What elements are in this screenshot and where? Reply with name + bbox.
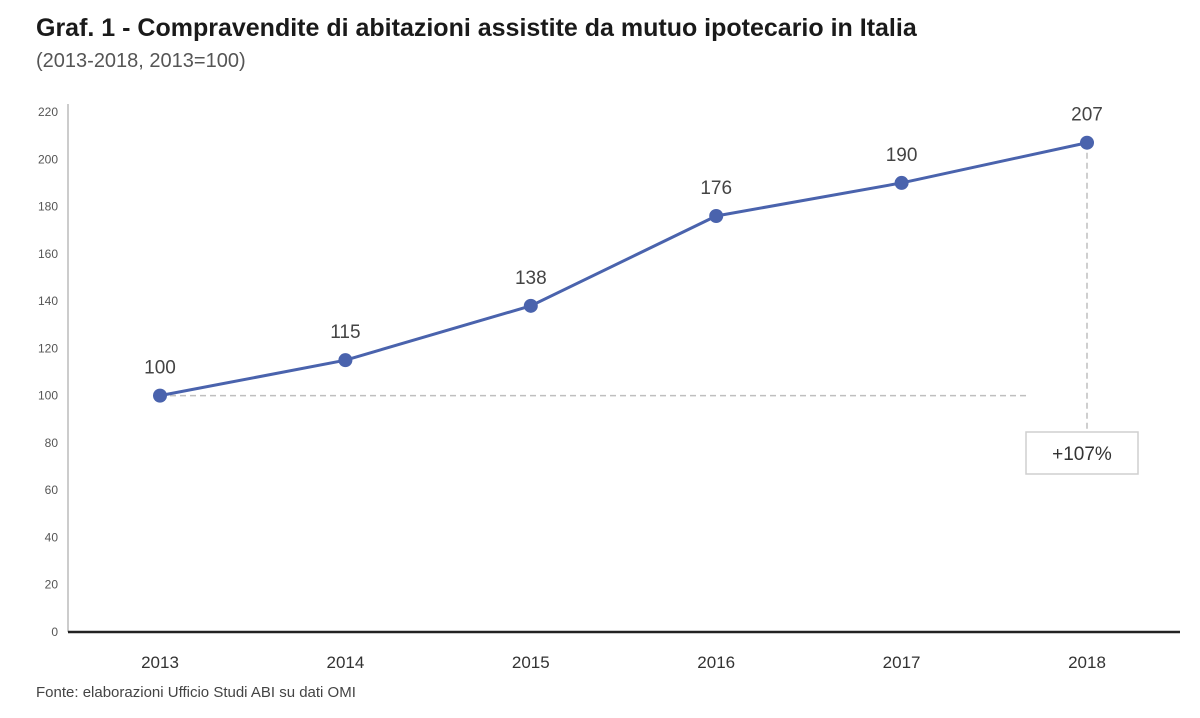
x-tick-label: 2017 [883, 653, 921, 672]
data-point [709, 209, 724, 223]
data-label: 176 [700, 178, 732, 199]
y-tick-label: 100 [38, 389, 58, 403]
data-point [1080, 135, 1094, 150]
y-tick-label: 120 [38, 341, 58, 355]
data-point [523, 298, 538, 313]
data-point [894, 175, 909, 190]
chart-title: Graf. 1 - Compravendite di abitazioni as… [36, 14, 917, 42]
y-tick-label: 160 [38, 247, 58, 261]
annotation-label: +107% [1052, 444, 1112, 465]
y-tick-label: 40 [45, 530, 59, 544]
y-tick-label: 80 [45, 436, 59, 450]
y-tick-label: 200 [38, 152, 58, 166]
data-label: 207 [1071, 105, 1103, 126]
chart-subtitle: (2013-2018, 2013=100) [36, 50, 246, 72]
series-line [159, 141, 1088, 398]
data-label: 190 [886, 145, 918, 166]
y-tick-label: 180 [38, 200, 58, 214]
annotation-box [1025, 431, 1139, 475]
y-tick-label: 60 [45, 483, 59, 497]
x-tick-label: 2016 [697, 653, 735, 672]
chart-source-note: Fonte: elaborazioni Ufficio Studi ABI su… [36, 684, 356, 701]
data-point [338, 353, 353, 368]
data-point [153, 388, 167, 403]
x-tick-label: 2013 [141, 653, 179, 672]
y-tick-label: 140 [38, 294, 58, 308]
y-tick-label: 0 [51, 625, 58, 639]
x-tick-label: 2015 [512, 653, 550, 672]
data-label: 100 [144, 358, 176, 379]
y-tick-label: 220 [38, 105, 58, 119]
x-tick-label: 2014 [326, 653, 364, 672]
data-label: 115 [330, 322, 360, 343]
x-tick-label: 2018 [1068, 653, 1106, 672]
y-tick-label: 20 [45, 578, 59, 592]
data-label: 138 [515, 268, 547, 289]
